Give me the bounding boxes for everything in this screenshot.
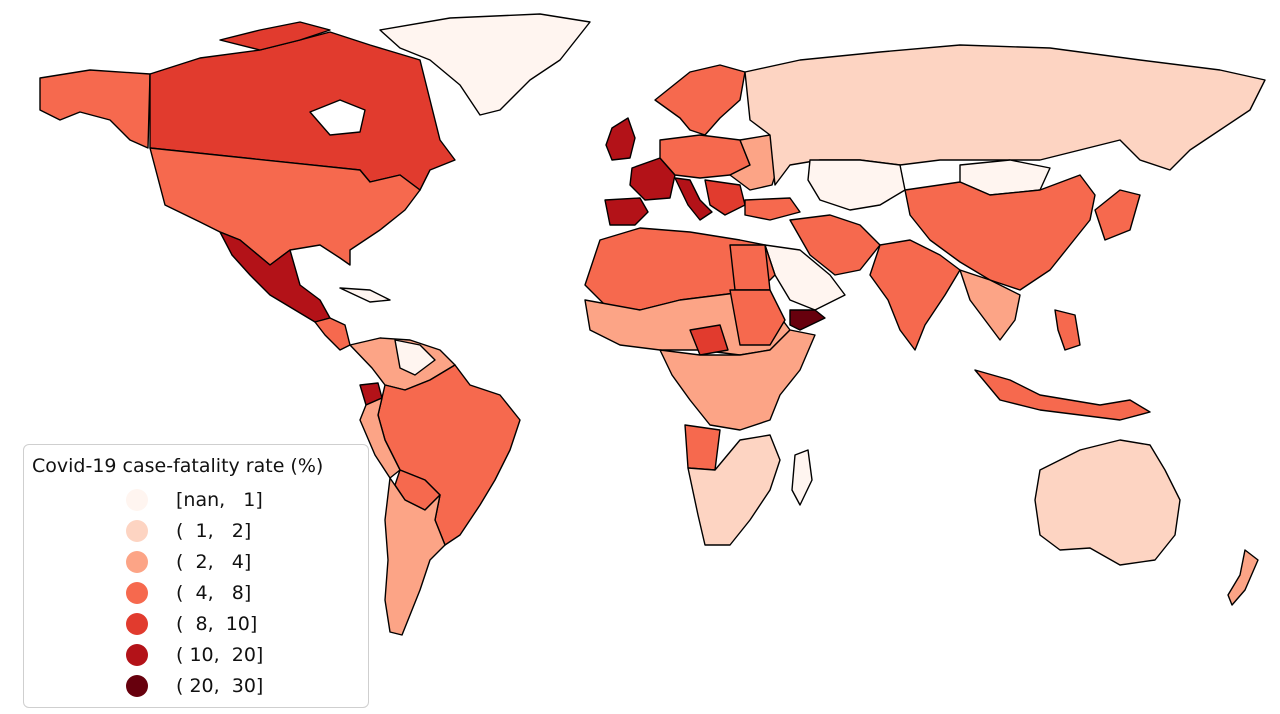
- japan-region: [1094, 189, 1141, 241]
- new-zealand-region: [1227, 549, 1259, 606]
- legend-swatch: [126, 489, 148, 511]
- legend-item: [nan, 1]: [126, 485, 263, 515]
- legend-title: Covid-19 case-fatality rate (%): [32, 455, 324, 477]
- yemen-region: [789, 309, 826, 331]
- philippines-region: [1054, 309, 1081, 351]
- middle-east-region: [789, 214, 881, 276]
- central-africa-region: [659, 329, 816, 431]
- uk-region: [605, 117, 636, 161]
- balkans-region: [704, 179, 746, 216]
- iberia-region: [604, 197, 649, 226]
- legend-swatch: [126, 644, 148, 666]
- legend-label: ( 20, 30]: [176, 675, 264, 697]
- sudan-region: [729, 289, 786, 346]
- legend-item: ( 2, 4]: [126, 547, 251, 577]
- southeast-asia-region: [959, 269, 1021, 341]
- kazakhstan-region: [807, 159, 906, 211]
- arctic-islands: [219, 21, 331, 51]
- legend-item: ( 1, 2]: [126, 516, 251, 546]
- legend-item: ( 8, 10]: [126, 609, 257, 639]
- madagascar-region: [791, 449, 813, 506]
- legend-item: ( 20, 30]: [126, 671, 263, 701]
- alaska-region: [39, 69, 151, 149]
- india-region: [869, 239, 961, 351]
- nigeria-region: [689, 324, 729, 356]
- argentina-chile-region: [384, 477, 446, 636]
- russia-region: [744, 44, 1266, 186]
- central-america-region: [314, 317, 351, 351]
- angola-region: [684, 424, 721, 471]
- legend-swatch: [126, 613, 148, 635]
- legend-item: ( 10, 20]: [126, 640, 263, 670]
- usa-region: [149, 147, 421, 266]
- legend-item: ( 4, 8]: [126, 578, 251, 608]
- legend-swatch: [126, 582, 148, 604]
- guianas-region: [394, 339, 436, 376]
- arabia-region: [764, 244, 846, 311]
- legend: Covid-19 case-fatality rate (%) [nan, 1]…: [23, 444, 369, 708]
- china-region: [904, 174, 1096, 291]
- legend-label: ( 4, 8]: [176, 582, 252, 604]
- southern-africa-region: [687, 434, 781, 546]
- italy-region: [674, 177, 713, 221]
- legend-label: [nan, 1]: [176, 489, 263, 511]
- greenland-region: [379, 13, 591, 116]
- legend-label: ( 1, 2]: [176, 520, 252, 542]
- cuba-region: [339, 287, 391, 303]
- australia-region: [1034, 439, 1181, 566]
- egypt-region: [729, 244, 771, 291]
- legend-swatch: [126, 520, 148, 542]
- scandinavia-region: [654, 64, 746, 136]
- legend-label: ( 10, 20]: [176, 644, 264, 666]
- legend-swatch: [126, 551, 148, 573]
- legend-label: ( 8, 10]: [176, 613, 258, 635]
- legend-label: ( 2, 4]: [176, 551, 252, 573]
- legend-swatch: [126, 675, 148, 697]
- turkey-region: [744, 197, 801, 221]
- indonesia-region: [974, 369, 1151, 421]
- hudson-bay-water: [309, 99, 366, 136]
